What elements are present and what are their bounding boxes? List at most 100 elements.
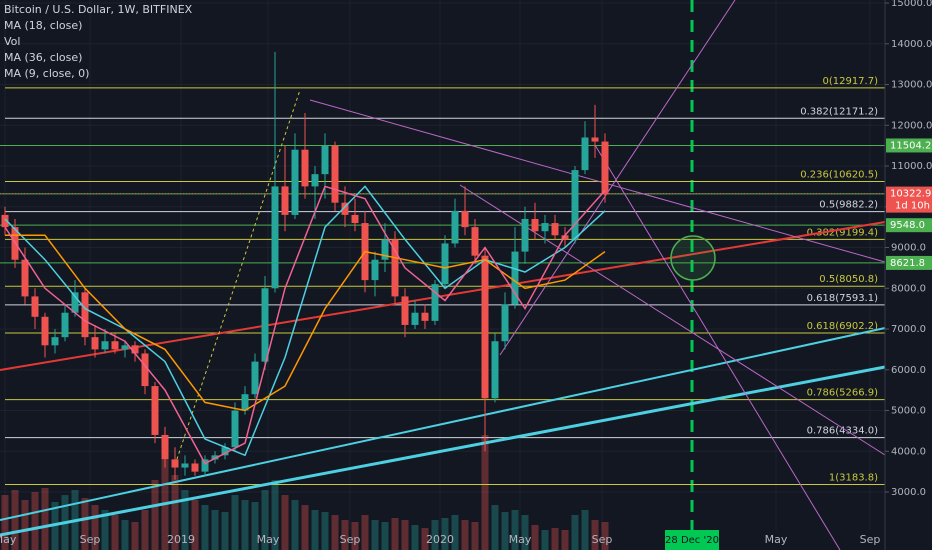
volume-bar <box>301 505 309 550</box>
volume-bar <box>411 525 419 550</box>
candle-body <box>161 434 169 460</box>
candle-body <box>81 292 89 338</box>
chart-title: Bitcoin / U.S. Dollar, 1W, BITFINEX <box>4 3 193 16</box>
volume-bar <box>291 500 299 550</box>
candle-body <box>271 186 279 289</box>
volume-bar <box>221 512 229 550</box>
candle-body <box>431 284 439 321</box>
y-tick-label: 7000.0 <box>891 324 926 335</box>
candle-body <box>211 455 219 460</box>
volume-bar <box>481 435 489 550</box>
volume-bar <box>181 490 189 550</box>
volume-bar <box>371 520 379 550</box>
candle-body <box>171 459 179 468</box>
candle-body <box>471 227 479 256</box>
candle-body <box>31 296 39 317</box>
volume-bar <box>331 515 339 550</box>
y-tick-label: 15000.0 <box>891 0 932 9</box>
volume-bar <box>421 528 429 550</box>
volume-bar <box>261 490 269 550</box>
volume-bar <box>341 520 349 550</box>
candle-body <box>351 214 359 224</box>
volume-bar <box>541 530 549 550</box>
candle-body <box>321 145 329 175</box>
candle-body <box>461 210 469 228</box>
y-tick-label: 5000.0 <box>891 406 926 417</box>
volume-bar <box>211 510 219 550</box>
candle-body <box>241 394 249 411</box>
fib-level-label: 0(12917.7) <box>822 76 878 87</box>
volume-bar <box>151 480 159 550</box>
candle-body <box>601 141 609 195</box>
candle-body <box>181 463 189 468</box>
volume-bar <box>441 518 449 550</box>
candle-body <box>491 341 499 399</box>
fib-level-label: 0.236(10620.5) <box>800 169 878 180</box>
legend-entry: Vol <box>4 35 20 48</box>
volume-bar <box>551 528 559 550</box>
volume-bar <box>511 510 519 550</box>
volume-bar <box>581 510 589 550</box>
volume-bar <box>311 510 319 550</box>
price-line-label: 8621.8 <box>890 258 925 269</box>
candle-body <box>561 235 569 240</box>
date-marker-box <box>665 530 719 550</box>
candle-body <box>451 210 459 244</box>
y-tick-label: 3000.0 <box>891 487 926 498</box>
volume-bar <box>1 495 9 550</box>
trend-line <box>594 144 841 550</box>
volume-bar <box>381 522 389 550</box>
candle-body <box>381 239 389 260</box>
volume-bar <box>361 515 369 550</box>
y-tick-label: 12000.0 <box>891 120 932 131</box>
volume-bar <box>561 530 569 550</box>
candle-body <box>61 312 69 338</box>
ma-line <box>4 185 606 457</box>
candle-body <box>511 251 519 305</box>
candle-body <box>531 218 539 232</box>
countdown-label: 1d 10h <box>895 201 930 212</box>
y-tick-label: 11000.0 <box>891 161 932 172</box>
trend-line <box>0 221 886 371</box>
volume-bar <box>231 495 239 550</box>
candle-body <box>401 296 409 325</box>
legend-entry: MA (36, close) <box>4 51 82 64</box>
highlight-circle <box>670 235 716 281</box>
volume-bar <box>141 510 149 550</box>
volume-bar <box>201 505 209 550</box>
price-line-label: 9548.0 <box>890 220 925 231</box>
volume-bar <box>251 502 259 550</box>
trend-line <box>0 327 886 521</box>
candle-body <box>51 337 59 346</box>
y-tick-label: 4000.0 <box>891 446 926 457</box>
volume-bar <box>391 518 399 550</box>
price-line-box <box>886 255 932 270</box>
candle-body <box>231 410 239 448</box>
volume-bar <box>321 512 329 550</box>
x-tick-label: May <box>509 533 532 546</box>
volume-bar <box>131 522 139 550</box>
volume-bar <box>531 525 539 550</box>
levels-layer: 0(12917.7) 0.382(12171.2) 0.236(10620.5) 0.… <box>0 0 885 530</box>
candle-body <box>281 186 289 215</box>
volume-bar <box>521 515 529 550</box>
candle-body <box>251 361 259 395</box>
fib-level-label: 0.382(12171.2) <box>800 106 878 117</box>
volume-bar <box>191 500 199 550</box>
volume-bar <box>471 522 479 550</box>
candle-body <box>71 292 79 313</box>
x-tick-label: Sep <box>80 533 101 546</box>
y-tick-label: 9000.0 <box>891 243 926 254</box>
candle-body <box>581 137 589 171</box>
volume-bar <box>501 512 509 550</box>
candle-body <box>201 459 209 472</box>
candle-body <box>371 259 379 281</box>
volume-bar <box>41 488 49 550</box>
x-tick-label: Sep <box>592 533 613 546</box>
volume-bar <box>491 505 499 550</box>
price-line-box <box>886 138 932 153</box>
volume-bar <box>121 520 129 550</box>
candle-body <box>91 337 99 350</box>
fib-level-label: 0.5(8050.8) <box>819 274 878 285</box>
